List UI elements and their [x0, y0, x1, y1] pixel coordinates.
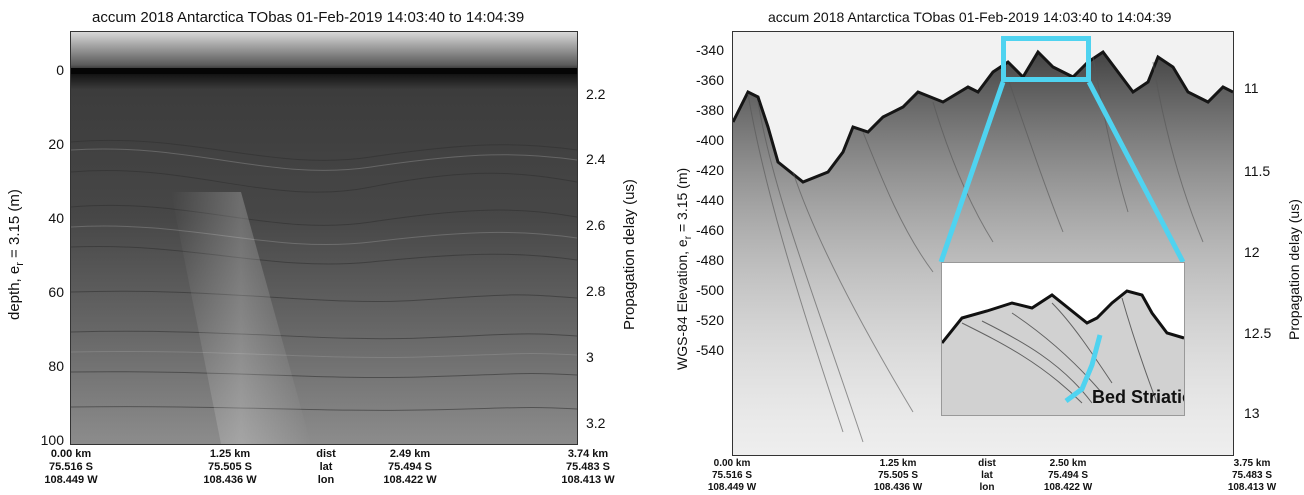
left-x-col: 3.74 km 75.483 S 108.413 W: [561, 448, 615, 486]
right-y2-axis-label: Propagation delay (us): [1286, 199, 1302, 340]
left-y-tick: 60: [48, 284, 64, 300]
left-x-col: 1.25 km 75.505 S 108.436 W: [203, 448, 257, 486]
left-y-tick: 100: [40, 432, 64, 448]
left-y-axis-label: depth, er = 3.15 (m): [6, 189, 26, 320]
left-y-tick: 80: [48, 358, 64, 374]
right-y2-tick: 12: [1244, 244, 1260, 260]
left-y2-tick: 2.2: [586, 86, 606, 102]
right-y-tick: -520: [695, 312, 724, 328]
callout-pointer: [1064, 334, 1103, 403]
right-y-tick: -440: [695, 192, 724, 208]
right-x-col: dist lat lon: [978, 458, 996, 493]
left-y2-tick: 2.4: [586, 151, 606, 167]
right-y2-tick: 13: [1244, 405, 1260, 421]
right-radargram-panel: accum 2018 Antarctica TObas 01-Feb-2019 …: [660, 0, 1304, 495]
left-x-col: 0.00 km 75.516 S 108.449 W: [44, 448, 98, 486]
left-y2-tick: 2.6: [586, 217, 606, 233]
left-x-col: dist lat lon: [316, 448, 336, 486]
left-echogram-svg: [71, 32, 577, 444]
right-x-col: 1.25 km 75.505 S 108.436 W: [873, 458, 923, 493]
left-y-tick: 0: [56, 62, 64, 78]
right-y-tick: -360: [695, 72, 724, 88]
right-y-tick: -420: [695, 162, 724, 178]
right-y-tick: -380: [695, 102, 724, 118]
right-title: accum 2018 Antarctica TObas 01-Feb-2019 …: [768, 9, 1172, 25]
right-y-tick: -340: [695, 42, 724, 58]
right-radargram-image: Bed Striations: [732, 31, 1234, 456]
left-y2-axis-label: Propagation delay (us): [621, 179, 638, 330]
right-y2-tick: 12.5: [1244, 325, 1272, 341]
right-x-col: 0.00 km 75.516 S 108.449 W: [707, 458, 757, 493]
left-radargram-panel: accum 2018 Antarctica TObas 01-Feb-2019 …: [0, 0, 640, 495]
left-radargram-image: [70, 31, 578, 445]
left-y2-tick: 3: [586, 349, 594, 365]
bed-striations-callout: Bed Striations: [1092, 387, 1184, 407]
right-y-tick: -540: [695, 342, 724, 358]
right-y-tick: -460: [695, 222, 724, 238]
right-x-col: 2.50 km 75.494 S 108.422 W: [1043, 458, 1093, 493]
zoom-inset-image: [942, 289, 1184, 415]
left-y-tick: 40: [48, 210, 64, 226]
right-y2-tick: 11: [1244, 80, 1259, 96]
right-y2-tick: 11.5: [1244, 163, 1271, 179]
zoom-inset: Bed Striations: [941, 262, 1185, 416]
left-x-col: 2.49 km 75.494 S 108.422 W: [383, 448, 437, 486]
right-x-col: 3.75 km 75.483 S 108.413 W: [1227, 458, 1277, 493]
left-title: accum 2018 Antarctica TObas 01-Feb-2019 …: [92, 9, 525, 26]
highlight-box: [1001, 36, 1091, 82]
right-y-tick: -480: [695, 252, 724, 268]
right-y-tick: -500: [695, 282, 724, 298]
right-y-tick: -400: [695, 132, 724, 148]
zoom-connector-lines: [938, 80, 1186, 264]
left-y-tick: 20: [48, 136, 64, 152]
left-y2-tick: 3.2: [586, 415, 606, 431]
left-y2-tick: 2.8: [586, 283, 606, 299]
